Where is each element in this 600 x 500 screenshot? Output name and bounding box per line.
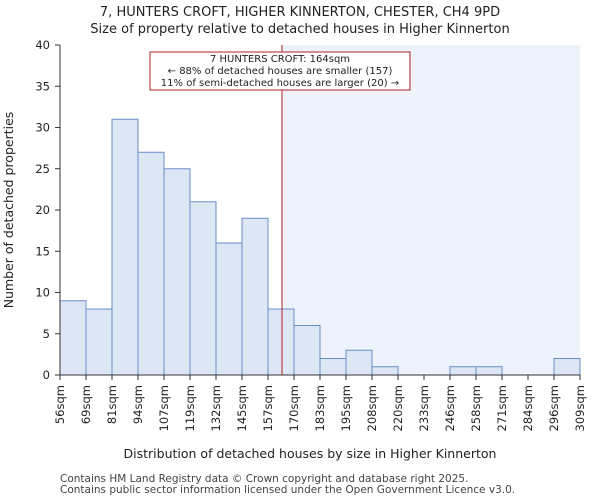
bar-195sqm	[345, 349, 373, 376]
x-tick-label-233sqm: 233sqm	[417, 385, 431, 431]
footer-line-1: Contains HM Land Registry data © Crown c…	[60, 473, 469, 485]
y-tick-label-0: 0	[43, 368, 50, 382]
x-axis-label: Distribution of detached houses by size …	[124, 446, 497, 461]
x-tick-label-170sqm: 170sqm	[287, 385, 301, 431]
annotation-box: 7 HUNTERS CROFT: 164sqm ← 88% of detache…	[149, 51, 411, 91]
y-tick-label-25: 25	[35, 162, 50, 176]
x-tick-label-208sqm: 208sqm	[365, 385, 379, 431]
footer-line-2: Contains public sector information licen…	[60, 484, 516, 496]
bar-94sqm	[137, 151, 165, 376]
bar-170sqm	[293, 325, 321, 376]
y-tick-label-40: 40	[35, 38, 50, 52]
x-tick-label-94sqm: 94sqm	[131, 385, 145, 424]
x-tick-label-157sqm: 157sqm	[261, 385, 275, 431]
x-tick-label-246sqm: 246sqm	[443, 385, 457, 431]
y-tick-label-20: 20	[35, 203, 50, 217]
bar-81sqm	[111, 118, 139, 376]
x-tick-label-195sqm: 195sqm	[339, 385, 353, 431]
bar-69sqm	[85, 308, 113, 376]
x-tick-label-296sqm: 296sqm	[547, 385, 561, 431]
y-tick-label-15: 15	[35, 244, 50, 258]
bar-296sqm	[553, 358, 581, 376]
x-tick-label-56sqm: 56sqm	[53, 385, 67, 424]
bar-208sqm	[371, 366, 399, 376]
x-tick-label-220sqm: 220sqm	[391, 385, 405, 431]
bar-119sqm	[189, 201, 217, 376]
x-tick-label-271sqm: 271sqm	[495, 385, 509, 431]
x-tick-label-258sqm: 258sqm	[469, 385, 483, 431]
chart-subtitle: Size of property relative to detached ho…	[90, 22, 509, 37]
x-tick-label-81sqm: 81sqm	[105, 385, 119, 424]
y-tick-label-30: 30	[35, 121, 50, 135]
bar-56sqm	[59, 300, 87, 376]
chart-title: 7, HUNTERS CROFT, HIGHER KINNERTON, CHES…	[100, 5, 500, 20]
annotation-line-3: 11% of semi-detached houses are larger (…	[161, 78, 399, 89]
annotation-line-1: 7 HUNTERS CROFT: 164sqm	[210, 54, 350, 65]
x-tick-label-183sqm: 183sqm	[313, 385, 327, 431]
x-tick-label-107sqm: 107sqm	[157, 385, 171, 431]
x-tick-label-119sqm: 119sqm	[183, 385, 197, 431]
x-tick-label-145sqm: 145sqm	[235, 385, 249, 431]
bar-107sqm	[163, 168, 191, 376]
larger-region-highlight	[282, 45, 580, 375]
x-tick-label-69sqm: 69sqm	[79, 385, 93, 424]
bar-258sqm	[475, 366, 503, 376]
x-tick-label-284sqm: 284sqm	[521, 385, 535, 431]
y-tick-label-35: 35	[35, 79, 50, 93]
bar-157sqm	[267, 308, 295, 376]
bar-132sqm	[215, 242, 243, 376]
bar-246sqm	[449, 366, 477, 376]
bar-145sqm	[241, 217, 269, 376]
y-tick-label-10: 10	[35, 286, 50, 300]
annotation-line-2: ← 88% of detached houses are smaller (15…	[168, 66, 393, 77]
y-tick-label-5: 5	[43, 327, 50, 341]
x-tick-label-132sqm: 132sqm	[209, 385, 223, 431]
x-tick-label-309sqm: 309sqm	[573, 385, 587, 431]
bar-183sqm	[319, 358, 347, 376]
y-axis-label: Number of detached properties	[1, 112, 16, 309]
